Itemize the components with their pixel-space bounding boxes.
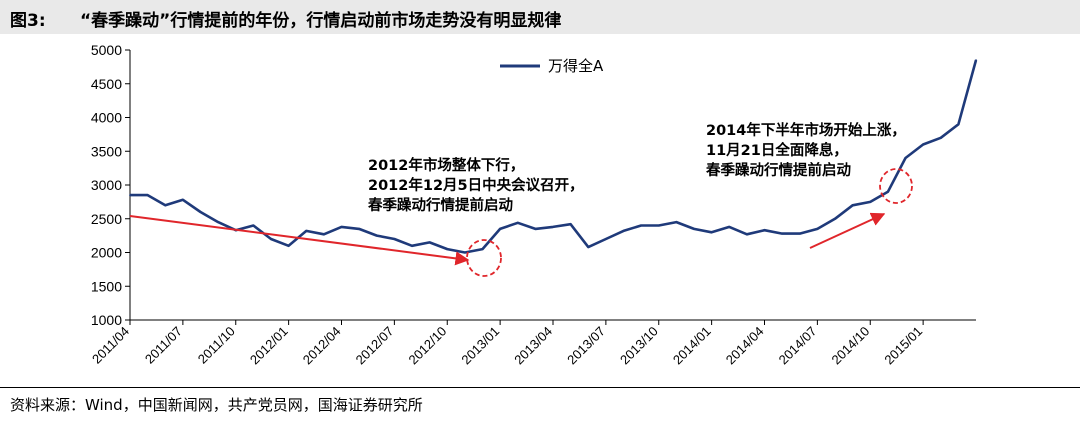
data-point: [129, 194, 131, 197]
data-point: [904, 157, 907, 159]
data-point: [146, 194, 149, 197]
source-note: 资料来源：Wind，中国新闻网，共产党员网，国海证券研究所: [10, 396, 423, 414]
uptrend-arrow: [809, 212, 886, 249]
annotation-1-line: 2012年市场整体下行，: [368, 156, 524, 174]
data-point: [693, 227, 695, 230]
data-point: [393, 238, 396, 240]
y-tick-label: 4500: [91, 76, 122, 92]
series-line-wande-all-a: [130, 59, 978, 254]
data-point: [834, 217, 836, 220]
x-tick-label: 2012/01: [247, 324, 291, 368]
data-point: [798, 232, 801, 235]
data-point: [710, 231, 713, 234]
data-point: [922, 143, 925, 146]
data-point: [957, 123, 960, 126]
data-point: [604, 238, 607, 240]
x-tick-label: 2013/01: [458, 324, 502, 368]
x-tick-label: 2011/07: [142, 324, 185, 367]
x-tick-label: 2015/01: [881, 324, 925, 368]
data-point: [446, 248, 449, 251]
downtrend-arrow: [129, 215, 470, 266]
data-point: [869, 200, 872, 203]
annotation-1-line: 春季躁动行情提前启动: [368, 196, 513, 214]
data-point: [745, 233, 748, 236]
data-point: [428, 241, 431, 244]
x-tick-label: 2012/04: [300, 324, 344, 368]
x-tick-label: 2014/01: [670, 324, 714, 368]
data-point: [886, 190, 889, 193]
data-point: [781, 232, 784, 235]
annotation-2-line: 春季躁动行情提前启动: [706, 161, 851, 179]
y-tick-label: 2500: [91, 211, 122, 227]
x-tick-label: 2013/10: [617, 324, 661, 368]
x-tick-label: 2014/07: [776, 324, 820, 368]
x-tick-label: 2014/10: [829, 324, 873, 368]
y-tick-label: 4000: [91, 110, 122, 126]
data-point: [340, 225, 343, 228]
data-point: [657, 224, 660, 227]
data-point: [287, 244, 290, 247]
data-point: [164, 204, 167, 207]
source-divider: [0, 387, 1080, 388]
annotation-2-line: 2014年下半年市场开始上涨，: [706, 121, 906, 139]
x-tick-label: 2011/10: [195, 324, 238, 367]
figure-title-bar: 图3: “春季躁动”行情提前的年份，行情启动前市场走势没有明显规律: [0, 0, 1080, 34]
figure-title: “春季躁动”行情提前的年份，行情启动前市场走势没有明显规律: [80, 11, 562, 31]
data-point: [587, 246, 590, 249]
data-point: [851, 204, 854, 207]
highlight-circle-2012: [466, 239, 502, 277]
x-tick-label: 2014/04: [723, 324, 767, 368]
x-tick-label: 2011/04: [89, 324, 132, 367]
highlight-circle-2014: [879, 168, 913, 204]
data-point: [728, 225, 731, 228]
data-point: [375, 234, 378, 237]
data-point: [358, 227, 361, 230]
data-point: [622, 230, 625, 232]
data-point: [569, 223, 572, 226]
annotation-1-line: 2012年12月5日中央会议召开，: [368, 176, 584, 194]
data-point: [499, 227, 502, 230]
y-tick-label: 3000: [91, 177, 122, 193]
data-point: [322, 233, 325, 236]
y-tick-label: 3500: [91, 143, 122, 159]
data-point: [552, 225, 554, 228]
data-point: [481, 248, 484, 251]
figure-label: 图3:: [10, 11, 46, 31]
data-point: [463, 251, 466, 254]
data-point: [675, 221, 678, 224]
legend-label: 万得全A: [548, 57, 604, 75]
data-point: [516, 221, 519, 224]
data-point: [640, 224, 643, 227]
x-tick-label: 2013/07: [564, 324, 608, 368]
data-point: [252, 224, 255, 227]
data-point: [534, 227, 537, 230]
data-point: [939, 136, 942, 139]
data-point: [816, 227, 819, 230]
data-point: [270, 238, 272, 240]
line-chart: 1000 1500 2000 2500 3000 3500 4000 4500 5000 2011…: [89, 42, 978, 368]
x-tick-label: 2012/10: [406, 324, 450, 368]
data-point: [199, 211, 202, 213]
data-point: [305, 230, 308, 232]
annotation-2-line: 11月21日全面降息，: [706, 141, 848, 159]
y-tick-label: 1000: [91, 312, 122, 328]
data-point: [181, 198, 184, 201]
data-point: [411, 244, 413, 247]
y-tick-label: 2000: [91, 245, 122, 261]
y-tick-label: 5000: [91, 42, 122, 58]
data-point: [217, 221, 220, 224]
data-point: [763, 229, 766, 232]
y-tick-label: 1500: [91, 278, 122, 294]
x-tick-label: 2013/04: [511, 324, 555, 368]
x-tick-label: 2012/07: [353, 324, 397, 368]
data-point: [975, 59, 977, 62]
